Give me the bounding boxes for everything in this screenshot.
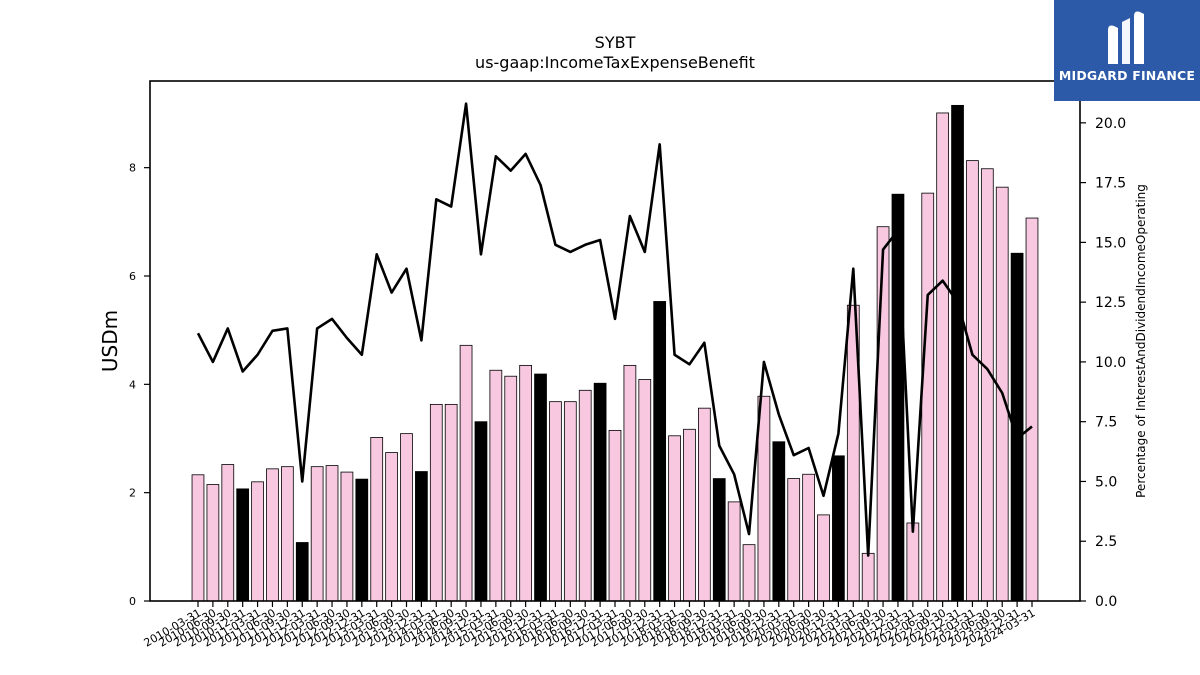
bar-2015-12-31: [534, 373, 547, 602]
y2-tick-label: 20.0: [1095, 116, 1126, 132]
bar-2015-03-31: [489, 369, 503, 602]
bar-2019-12-31: [772, 441, 786, 602]
bar-2018-12-31: [712, 478, 726, 602]
bar-2011-06-30: [266, 468, 279, 602]
bar-2013-09-30: [400, 433, 413, 602]
bar-2017-12-31: [653, 301, 667, 602]
bar-2016-12-31: [593, 382, 607, 602]
bar-2011-03-31: [251, 481, 264, 602]
y-tick-label: 4: [129, 378, 136, 391]
bar-2010-09-30: [221, 464, 235, 602]
bar-2018-09-30: [698, 407, 711, 602]
bar-2022-09-30: [936, 112, 950, 602]
bar-2015-06-30: [504, 375, 518, 602]
bar-2012-03-31: [310, 466, 324, 602]
bar-2017-03-31: [608, 429, 622, 602]
midgard-logo-icon: [1108, 11, 1144, 64]
bar-2014-12-31: [474, 421, 488, 602]
bar-2020-06-30: [802, 473, 815, 602]
bar-2018-06-30: [683, 428, 696, 602]
bar-2012-09-30: [340, 471, 354, 602]
bar-2012-12-31: [355, 478, 369, 602]
y2-tick-label: 10.0: [1095, 355, 1126, 371]
bar-2016-06-30: [563, 401, 577, 602]
bar-2022-03-31: [906, 522, 920, 602]
y-tick-label: 2: [129, 487, 136, 500]
brand-name: MIDGARD FINANCE: [1058, 68, 1196, 83]
chart-title: SYBT: [595, 33, 636, 52]
bar-2022-12-31: [951, 104, 964, 602]
bar-2021-09-30: [876, 226, 890, 602]
left-axis: 0 2 4 6 8: [129, 162, 150, 608]
y2-tick-label: 7.5: [1095, 415, 1117, 431]
y2-tick-label: 12.5: [1095, 295, 1126, 311]
bar-2018-03-31: [668, 435, 681, 602]
bar-2022-06-30: [921, 192, 935, 602]
y-axis-label: USDm: [98, 310, 122, 372]
bar-2020-09-30: [817, 514, 830, 602]
bar-2024-03-31: [1025, 217, 1039, 602]
bar-2010-12-31: [236, 488, 250, 602]
bar-2014-03-31: [429, 403, 443, 602]
x-axis: 2010-03-312010-06-302010-09-302010-12-31…: [142, 601, 1038, 650]
y2-tick-label: 17.5: [1095, 176, 1126, 192]
chart-subtitle: us-gaap:IncomeTaxExpenseBenefit: [475, 53, 755, 72]
y2-tick-label: 15.0: [1095, 235, 1126, 251]
bar-2012-06-30: [325, 465, 339, 602]
y2-tick-label: 5.0: [1095, 474, 1117, 490]
bar-2016-09-30: [578, 389, 592, 602]
bar-2019-09-30: [757, 395, 771, 602]
bar-2021-06-30: [861, 552, 875, 602]
bars-layer: [191, 104, 1039, 602]
right-axis: 0.0 2.5 5.0 7.5 10.0 12.5 15.0 17.5 20.0: [1080, 116, 1126, 610]
bar-2010-06-30: [206, 484, 220, 602]
brand-logo: MIDGARD FINANCE: [1054, 0, 1200, 101]
bar-2011-09-30: [280, 466, 294, 602]
y-tick-label: 6: [129, 270, 136, 283]
bar-2015-09-30: [519, 364, 533, 602]
line-layer: [196, 102, 1033, 557]
bar-2019-06-30: [742, 544, 756, 602]
bar-2014-06-30: [444, 403, 458, 602]
bar-2023-03-31: [966, 160, 979, 602]
y-tick-label: 0: [129, 595, 136, 608]
y2-axis-label: Percentage of InterestAndDividendIncomeO…: [1134, 184, 1148, 498]
y2-tick-label: 0.0: [1095, 594, 1117, 610]
bar-2023-06-30: [980, 168, 994, 602]
bar-2017-06-30: [623, 364, 637, 602]
bar-2014-09-30: [459, 344, 473, 602]
bar-2019-03-31: [727, 501, 741, 602]
bar-2016-03-31: [549, 401, 562, 602]
plot-frame: [149, 80, 1081, 602]
bar-2013-12-31: [415, 471, 428, 602]
bar-2010-03-31: [191, 474, 205, 602]
bar-2013-06-30: [385, 452, 398, 602]
bar-2020-12-31: [832, 455, 845, 602]
bar-2011-12-31: [295, 542, 309, 602]
bar-2013-03-31: [370, 437, 384, 602]
bar-2017-09-30: [638, 379, 652, 602]
bar-2020-03-31: [787, 478, 801, 602]
y-tick-label: 8: [129, 162, 136, 175]
y2-tick-label: 2.5: [1095, 534, 1117, 550]
